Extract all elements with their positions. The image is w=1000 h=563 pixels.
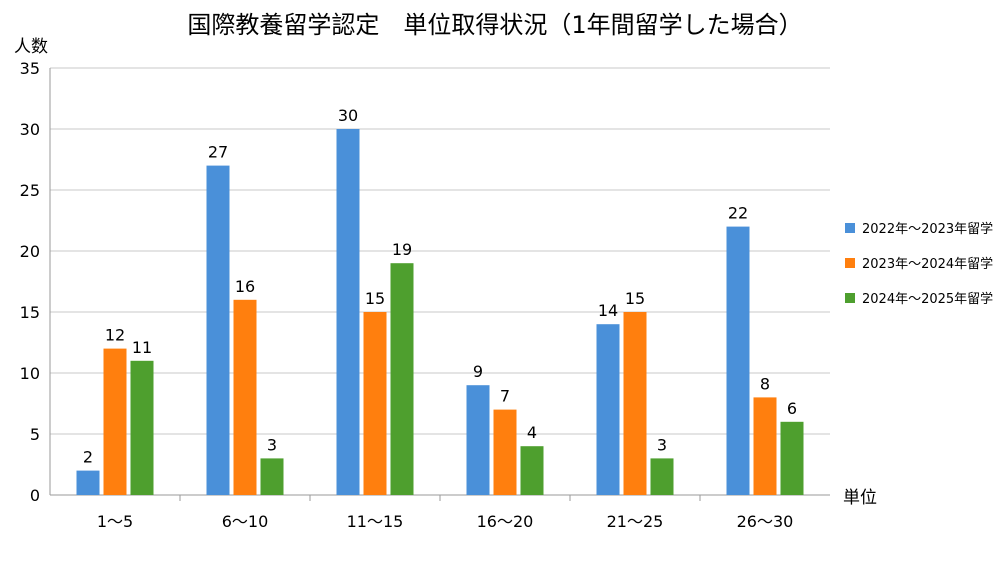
data-label: 30 (338, 106, 358, 125)
legend-label: 2024年～2025年留学 (862, 291, 993, 307)
y-axis-label: 人数 (14, 37, 48, 57)
bar (233, 299, 257, 495)
data-label: 7 (500, 387, 510, 406)
y-tick-label: 25 (20, 181, 40, 200)
legend-label: 2022年～2023年留学 (862, 221, 993, 237)
data-label: 12 (105, 326, 125, 345)
data-label: 27 (208, 143, 228, 162)
bar (206, 165, 230, 495)
data-label: 9 (473, 362, 483, 381)
legend-swatch (845, 258, 855, 268)
x-axis-label: 単位 (843, 488, 877, 508)
data-label: 6 (787, 399, 797, 418)
data-label: 11 (132, 338, 152, 357)
data-label: 22 (728, 204, 748, 223)
data-label: 16 (235, 277, 255, 296)
x-tick-label: 6～10 (222, 512, 269, 531)
bar (753, 397, 777, 495)
x-tick-label: 16～20 (477, 512, 534, 531)
data-label: 14 (598, 301, 618, 320)
x-tick-label: 21～25 (607, 512, 664, 531)
bars (76, 129, 804, 495)
y-tick-label: 0 (30, 486, 40, 505)
y-tick-label: 15 (20, 303, 40, 322)
data-label: 15 (365, 289, 385, 308)
data-label: 2 (83, 448, 93, 467)
bar (650, 458, 674, 495)
bar (76, 470, 100, 495)
bar (596, 324, 620, 495)
bar (623, 312, 647, 495)
x-axis-ticks: 1～5 6～10 11～15 16～20 21～25 26～30 (97, 495, 794, 531)
bar (130, 360, 154, 495)
legend-label: 2023年～2024年留学 (862, 256, 993, 272)
bar (520, 446, 544, 495)
legend-swatch (845, 293, 855, 303)
x-tick-label: 1～5 (97, 512, 133, 531)
bar (336, 129, 360, 495)
y-tick-label: 30 (20, 120, 40, 139)
chart-title: 国際教養留学認定 単位取得状況（1年間留学した場合） (187, 11, 802, 39)
data-label: 3 (657, 435, 667, 454)
y-tick-label: 35 (20, 59, 40, 78)
bar (726, 226, 750, 495)
bar (363, 312, 387, 495)
data-labels: 2 27 30 9 14 22 12 16 15 7 15 8 11 3 19 4 3 6 (83, 106, 797, 467)
data-label: 19 (392, 240, 412, 259)
bar (780, 421, 804, 495)
x-tick-label: 26～30 (737, 512, 794, 531)
y-tick-label: 20 (20, 242, 40, 261)
data-label: 4 (527, 423, 537, 442)
bar (103, 348, 127, 495)
bar (260, 458, 284, 495)
y-axis-ticks: 0 5 10 15 20 25 30 35 (20, 59, 40, 505)
x-tick-label: 11～15 (347, 512, 404, 531)
legend-swatch (845, 223, 855, 233)
gridlines (49, 67, 830, 496)
data-label: 8 (760, 374, 770, 393)
legend: 2022年～2023年留学 2023年～2024年留学 2024年～2025年留学 (845, 221, 993, 307)
bar (390, 263, 414, 495)
bar (466, 385, 490, 495)
y-tick-label: 5 (30, 425, 40, 444)
y-tick-label: 10 (20, 364, 40, 383)
bar (493, 409, 517, 495)
data-label: 15 (625, 289, 645, 308)
data-label: 3 (267, 435, 277, 454)
